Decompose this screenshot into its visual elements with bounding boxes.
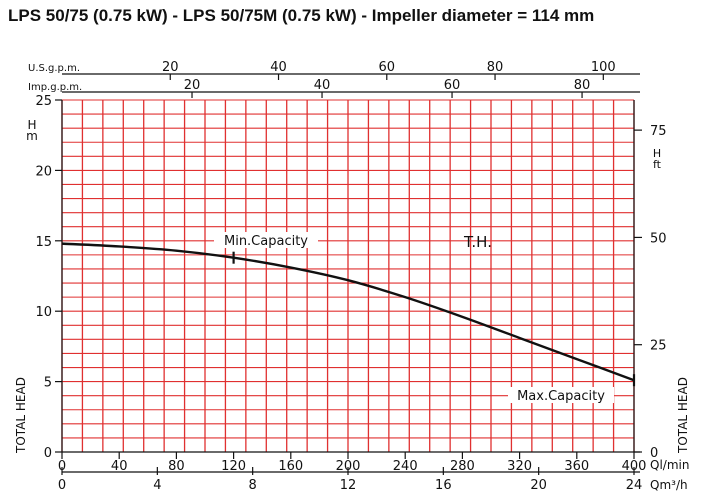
y-right-tick-label: 75 bbox=[650, 124, 667, 139]
label-layer: 0 5 10 15 20 25 Hm TOTAL HEAD 0 25 50 75 Hft TOTAL HE… bbox=[14, 60, 690, 493]
y-left-axis-label: TOTAL HEAD bbox=[14, 377, 28, 454]
x-primary-tick-label: 120 bbox=[221, 459, 246, 474]
x-primary-tick-label: 80 bbox=[168, 459, 185, 474]
y-left-tick-label: 20 bbox=[35, 164, 52, 179]
y-left-unit-h: H bbox=[27, 118, 36, 132]
x-primary-tick-label: 160 bbox=[278, 459, 303, 474]
axes-layer bbox=[55, 73, 642, 475]
x-top-imp-axis-label: Imp.g.p.m. bbox=[28, 82, 82, 93]
y-right-unit-h: H bbox=[653, 147, 661, 160]
y-left-tick-label: 0 bbox=[44, 446, 52, 461]
series-label: T.H. bbox=[463, 233, 492, 251]
y-left-tick-label: 10 bbox=[35, 305, 52, 320]
chart-title: LPS 50/75 (0.75 kW) - LPS 50/75M (0.75 k… bbox=[8, 6, 595, 25]
x-secondary-tick-label: 24 bbox=[626, 478, 643, 493]
x-secondary-tick-label: 20 bbox=[530, 478, 547, 493]
x-top-us-axis-label: U.S.g.p.m. bbox=[28, 63, 80, 74]
x-top-imp-tick-label: 80 bbox=[574, 78, 591, 93]
grid-layer bbox=[61, 99, 635, 453]
x-top-imp-tick-label: 60 bbox=[444, 78, 461, 93]
x-primary-tick-label: 400 bbox=[622, 459, 647, 474]
x-primary-tick-label: 40 bbox=[111, 459, 128, 474]
y-right-tick-label: 0 bbox=[650, 446, 658, 461]
x-primary-tick-label: 320 bbox=[507, 459, 532, 474]
curve-layer bbox=[61, 242, 636, 387]
x-primary-tick-label: 280 bbox=[450, 459, 475, 474]
y-left-tick-label: 15 bbox=[35, 235, 52, 250]
y-left-unit-m: m bbox=[26, 129, 38, 143]
x-secondary-tick-label: 0 bbox=[58, 478, 66, 493]
y-left-tick-label: 5 bbox=[44, 376, 52, 391]
x-secondary-tick-label: 4 bbox=[153, 478, 161, 493]
x-top-us-tick-label: 60 bbox=[379, 60, 396, 75]
x-top-us-tick-label: 20 bbox=[162, 60, 179, 75]
max-capacity-label: Max.Capacity bbox=[517, 389, 605, 404]
y-right-tick-label: 50 bbox=[650, 231, 667, 246]
x-top-us-tick-label: 100 bbox=[591, 60, 616, 75]
th-curve bbox=[61, 242, 635, 382]
x-top-imp-tick-label: 20 bbox=[184, 78, 201, 93]
x-primary-axis-label: Ql/min bbox=[650, 458, 689, 472]
min-capacity-label: Min.Capacity bbox=[224, 234, 308, 249]
x-primary-tick-label: 240 bbox=[393, 459, 418, 474]
x-top-us-tick-label: 40 bbox=[270, 60, 287, 75]
max-capacity-label-bg bbox=[508, 387, 614, 403]
x-top-imp-tick-label: 40 bbox=[314, 78, 331, 93]
x-primary-tick-label: 360 bbox=[564, 459, 589, 474]
y-right-unit-ft: ft bbox=[653, 158, 662, 171]
x-secondary-tick-label: 16 bbox=[435, 478, 452, 493]
x-secondary-axis-label: Qm³/h bbox=[650, 478, 688, 492]
y-left-tick-label: 25 bbox=[35, 94, 52, 109]
min-capacity-label-bg bbox=[214, 232, 318, 248]
x-secondary-tick-label: 12 bbox=[340, 478, 357, 493]
x-secondary-tick-label: 8 bbox=[249, 478, 257, 493]
x-primary-tick-label: 0 bbox=[58, 459, 66, 474]
y-right-tick-label: 25 bbox=[650, 339, 667, 354]
x-primary-tick-label: 200 bbox=[336, 459, 361, 474]
x-top-us-tick-label: 80 bbox=[487, 60, 504, 75]
y-right-axis-label: TOTAL HEAD bbox=[676, 377, 690, 454]
